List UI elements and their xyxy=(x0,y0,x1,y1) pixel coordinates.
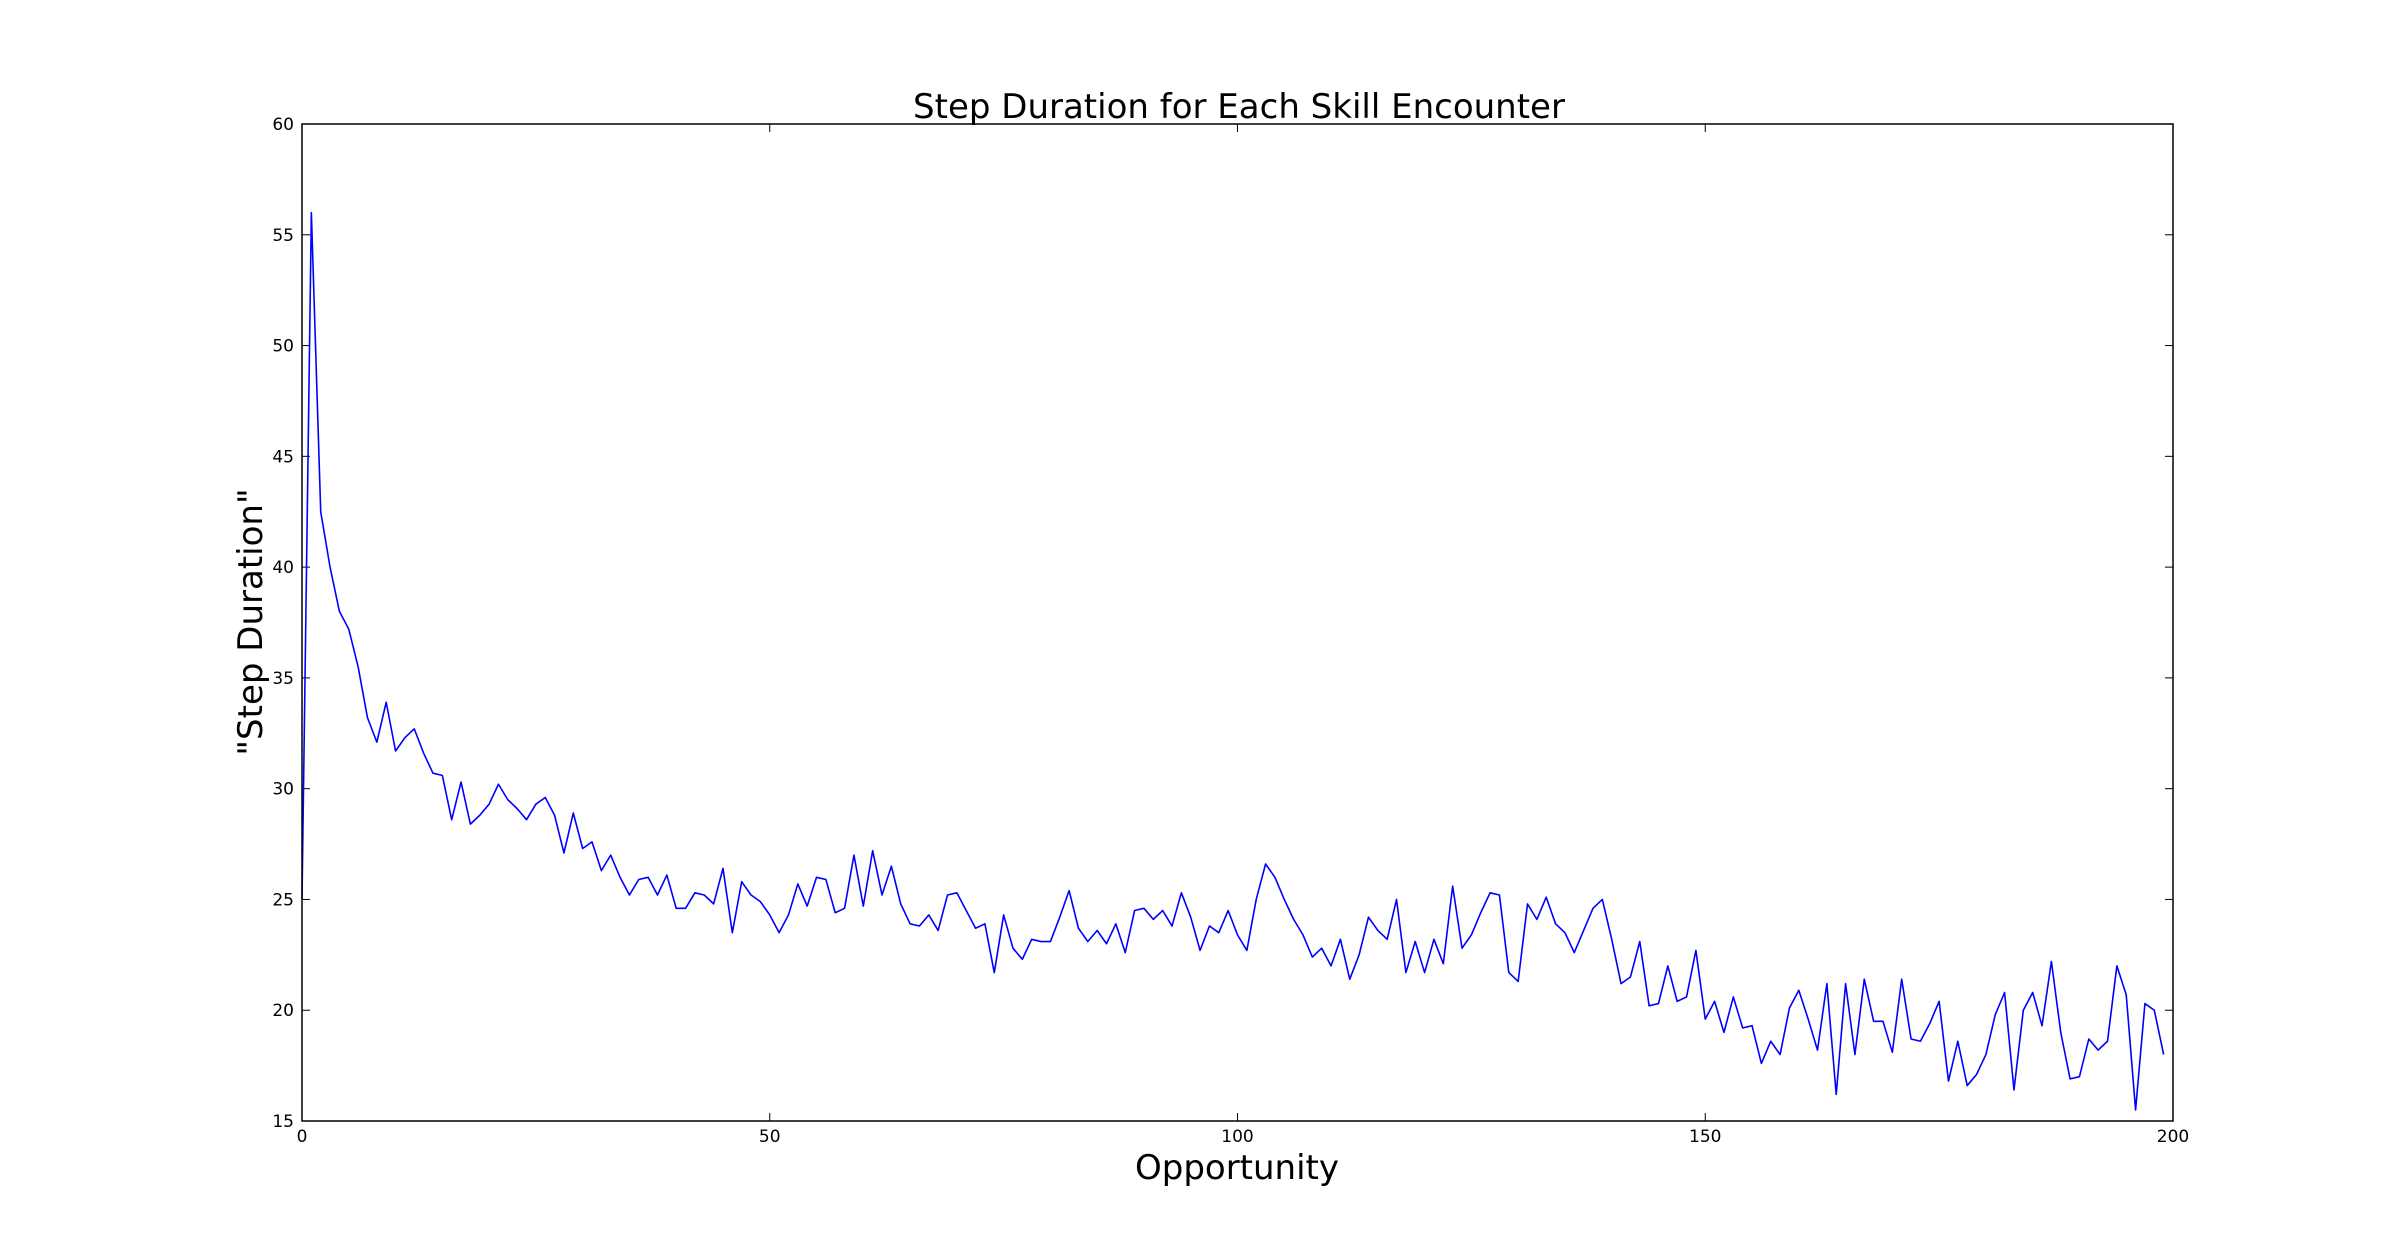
y-tick-label: 30 xyxy=(272,780,294,800)
y-tick-label: 40 xyxy=(272,558,294,578)
series-line xyxy=(301,211,2165,1111)
y-tick-label: 15 xyxy=(272,1112,294,1132)
x-tick-label: 50 xyxy=(759,1127,781,1147)
x-tick-label: 0 xyxy=(297,1127,308,1147)
y-tick-label: 45 xyxy=(272,447,294,467)
y-tick-label: 55 xyxy=(272,226,294,246)
x-tick-label: 200 xyxy=(2157,1127,2189,1147)
y-tick-label: 25 xyxy=(272,890,294,910)
x-tick-label: 100 xyxy=(1221,1127,1253,1147)
chart-title: Step Duration for Each Skill Encounter xyxy=(913,87,1565,127)
y-tick-label: 50 xyxy=(272,337,294,357)
x-axis-label: Opportunity xyxy=(1135,1148,1339,1188)
y-tick-label: 60 xyxy=(272,115,294,135)
plot-frame xyxy=(301,123,2174,1122)
x-tick-label: 150 xyxy=(1689,1127,1721,1147)
y-tick-label: 35 xyxy=(272,669,294,689)
y-axis-label: "Step Duration" xyxy=(231,488,271,755)
y-tick-label: 20 xyxy=(272,1001,294,1021)
